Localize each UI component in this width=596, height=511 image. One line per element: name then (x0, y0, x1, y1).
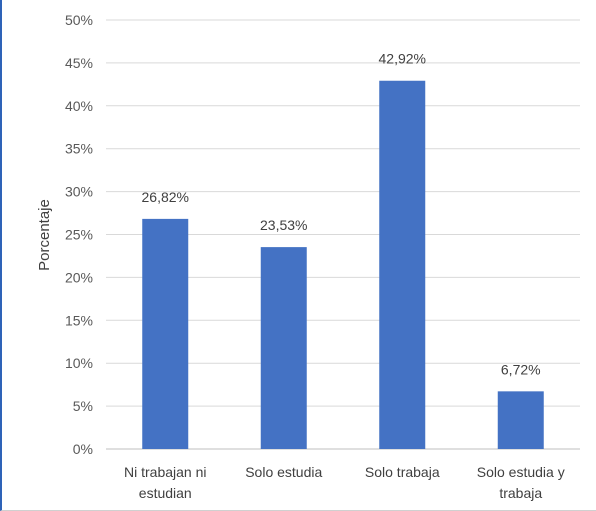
y-tick-label: 40% (65, 98, 93, 114)
y-axis-title: Porcentaje (36, 199, 53, 271)
y-tick-label: 50% (65, 12, 93, 28)
data-label: 23,53% (260, 217, 307, 233)
y-tick-label: 25% (65, 227, 93, 243)
y-axis-ticks: 0% 5% 10% 15% 20% 25% 30% 35% 40% 45% 50% (65, 12, 93, 457)
y-tick-label: 5% (73, 398, 93, 414)
category-label: Solo estudia (245, 464, 322, 480)
bars (142, 80, 544, 449)
data-label: 42,92% (379, 51, 426, 67)
bar (497, 391, 544, 449)
category-label: Solo estudia y trabaja (477, 464, 565, 501)
data-label: 26,82% (142, 189, 189, 205)
category-label: Ni trabajan ni estudian (124, 464, 207, 501)
bar (379, 80, 426, 449)
bar (142, 218, 189, 449)
y-tick-label: 0% (73, 441, 93, 457)
y-tick-label: 15% (65, 312, 93, 328)
y-tick-label: 30% (65, 184, 93, 200)
y-tick-label: 45% (65, 55, 93, 71)
y-tick-label: 20% (65, 269, 93, 285)
x-axis-categories: Ni trabajan ni estudian Solo estudia Solo t… (124, 464, 565, 501)
y-tick-label: 10% (65, 355, 93, 371)
data-labels: 26,82% 23,53% 42,92% 6,72% (142, 51, 541, 378)
bar (260, 247, 307, 449)
y-tick-label: 35% (65, 141, 93, 157)
data-label: 6,72% (501, 361, 541, 377)
category-label: Solo trabaja (365, 464, 440, 480)
